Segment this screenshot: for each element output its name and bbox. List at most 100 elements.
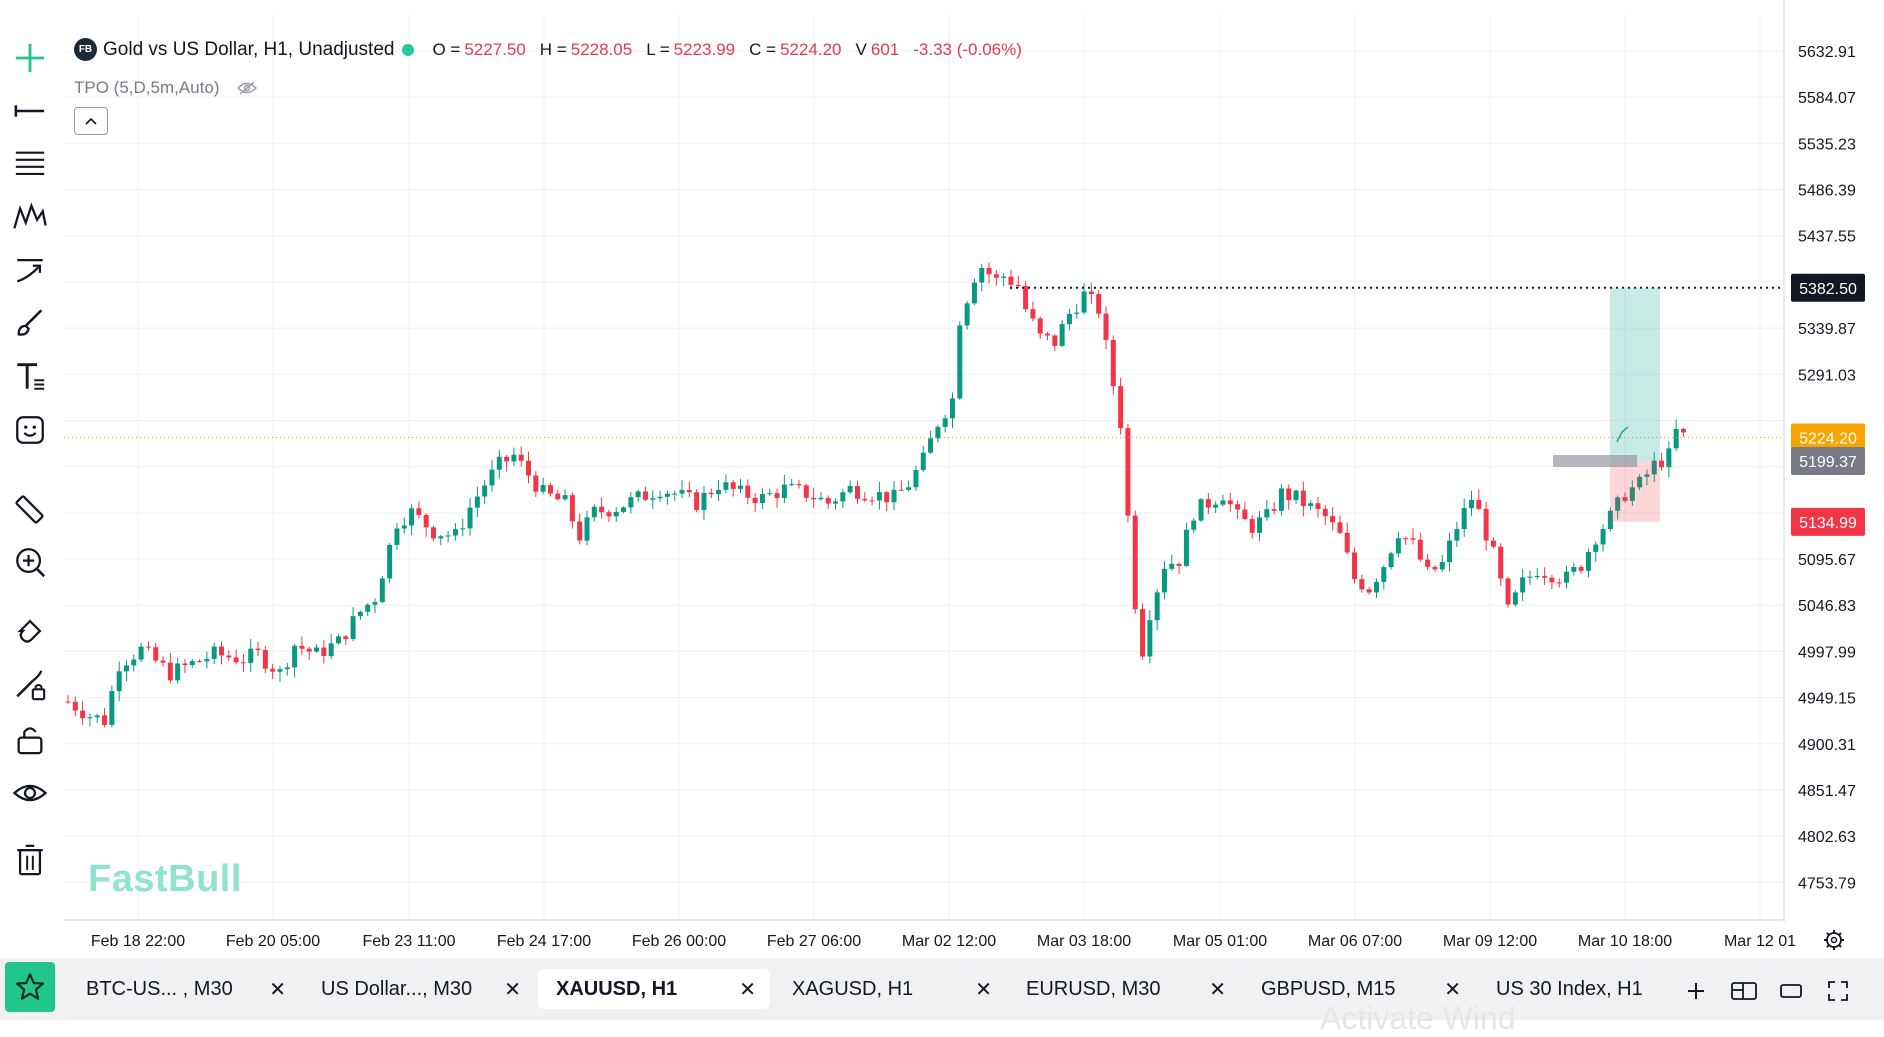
symbol-title[interactable]: Gold vs US Dollar, H1, Unadjusted [103,38,395,60]
tab-4[interactable]: EURUSD, M30 ✕ [1008,969,1240,1009]
candle-body [533,475,539,492]
candle-body [577,521,583,541]
candle-body [964,303,970,326]
fullscreen-button[interactable] [1824,977,1852,1005]
candle-body [621,507,627,512]
window-mode-button[interactable] [1777,977,1805,1005]
zoom-in-tool[interactable] [7,539,53,585]
y-tick-label: 5291.03 [1798,367,1856,384]
candle-body [679,490,685,494]
magnet-tool[interactable] [7,608,53,654]
candle-body [1498,546,1504,579]
fib-tool[interactable] [7,141,53,187]
candle-body [1344,532,1350,553]
candle-body [935,426,941,439]
position-stop-zone[interactable] [1610,460,1660,522]
candle-body [928,438,934,453]
candle-body [642,491,648,500]
candle-body [716,489,722,495]
candle-body [1066,313,1072,325]
candle-body [686,490,692,493]
favorites-button[interactable] [5,962,55,1012]
prediction-tool[interactable] [7,247,53,293]
y-tick-label: 5339.87 [1798,321,1856,338]
close-tab-icon[interactable]: ✕ [739,979,756,1001]
brush-tool[interactable] [7,300,53,346]
candle-body [248,648,254,663]
candle-body [1154,592,1160,621]
price-badge-text: 5134.99 [1799,515,1857,532]
close-tab-icon[interactable]: ✕ [975,979,992,1001]
crosshair-tool[interactable] [7,35,53,81]
market-status-dot [402,43,415,56]
y-tick-label: 5632.91 [1798,44,1856,61]
lock-drawings-tool[interactable] [7,662,53,708]
close-tab-icon[interactable]: ✕ [269,979,286,1001]
y-tick-label: 4949.15 [1798,691,1856,708]
text-tool[interactable] [7,353,53,399]
tab-3[interactable]: XAGUSD, H1 ✕ [774,969,1006,1009]
tab-0[interactable]: BTC-US... , M30 ✕ [68,969,300,1009]
candle-body [847,486,853,493]
candle-body [102,715,108,725]
candle-body [1680,428,1686,433]
candle-body [1176,563,1182,566]
price-chart[interactable]: 5632.91 5584.07 5535.23 5486.39 5437.55 5339.… [0,0,1884,958]
price-badge-text: 5382.50 [1799,281,1857,298]
candle-body [233,657,239,663]
candle-body [759,494,765,504]
candle-body [109,691,115,725]
window-icon [1779,982,1803,1000]
y-tick-label: 5046.83 [1798,598,1856,615]
ruler-tool[interactable] [7,486,53,532]
price-badge-stop [1791,507,1865,536]
candle-body [1227,500,1233,505]
close-tab-icon[interactable]: ✕ [1444,979,1461,1001]
chart-settings-icon[interactable] [1824,930,1844,950]
candle-body [1615,497,1621,511]
candle-body [1447,540,1453,563]
candle-body [1169,563,1175,569]
candle-body [387,544,393,579]
pattern-tool[interactable] [7,194,53,240]
trash-tool[interactable] [7,837,53,883]
candle-body [1461,508,1467,530]
candle-body [1395,538,1401,554]
layout-button[interactable] [1730,977,1758,1005]
emoji-tool[interactable] [7,407,53,453]
candle-body [694,492,700,510]
position-profit-zone[interactable] [1610,287,1660,461]
tab-1[interactable]: US Dollar..., M30 ✕ [303,969,535,1009]
close-tab-icon[interactable]: ✕ [504,979,521,1001]
add-tab-button[interactable] [1682,977,1710,1005]
candles [65,262,1686,728]
candle-body [628,497,634,508]
candle-body [328,643,334,657]
indicator-row[interactable]: TPO (5,D,5m,Auto) [74,78,258,98]
candle-body [898,489,904,491]
tab-2[interactable]: XAUUSD, H1 ✕ [538,969,770,1009]
collapse-legend-button[interactable] [74,107,108,135]
tab-6[interactable]: US 30 Index, H1 [1478,969,1710,1009]
pattern-icon [13,202,47,229]
candle-body [1278,488,1284,511]
eye-tool[interactable] [7,770,53,816]
trend-line-tool[interactable] [7,88,53,134]
candle-body [1183,529,1189,566]
tab-5[interactable]: GBPUSD, M15 ✕ [1243,969,1475,1009]
candle-body [606,512,612,517]
candle-body [1330,516,1336,523]
candle-body [657,496,663,499]
candle-body [701,492,707,510]
candle-body [1008,276,1014,285]
candle-body [1118,386,1124,429]
candle-body [197,661,203,663]
position-entry-handle[interactable] [1553,454,1637,467]
candle-body [796,484,802,486]
price-badge-entry [1791,446,1865,475]
tab-label: GBPUSD, M15 [1261,977,1396,1000]
candle-body [357,611,363,617]
unlock-tool[interactable] [7,716,53,762]
close-tab-icon[interactable]: ✕ [1209,979,1226,1001]
hidden-eye-icon[interactable] [237,81,258,95]
